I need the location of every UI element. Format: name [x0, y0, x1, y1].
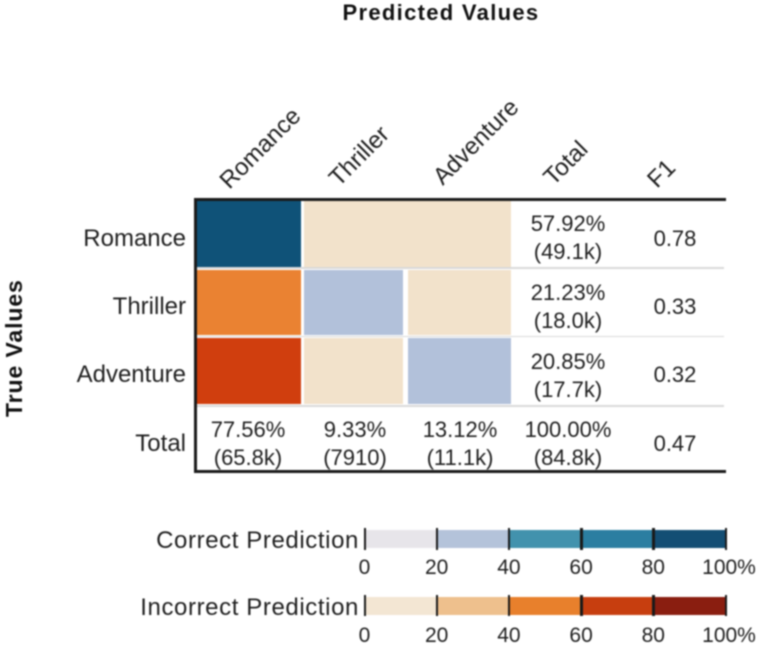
svg-text:Total: Total: [538, 136, 593, 191]
svg-text:Thriller: Thriller: [324, 121, 395, 192]
svg-text:Romance: Romance: [215, 103, 307, 195]
svg-text:Adventure: Adventure: [428, 94, 524, 190]
svg-text:True Values: True Values: [1, 279, 27, 417]
svg-text:F1: F1: [642, 154, 681, 193]
